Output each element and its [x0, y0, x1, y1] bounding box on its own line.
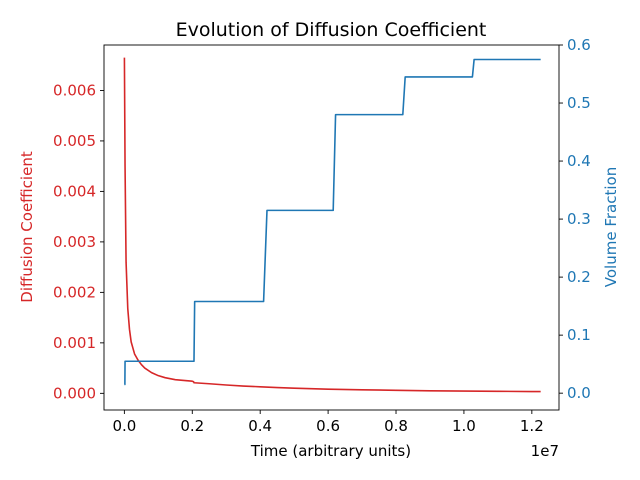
x-tick-label: 1.0 — [452, 417, 476, 435]
y-left-axis-label: Diffusion Coefficient — [18, 151, 36, 303]
x-tick-label: 0.6 — [316, 417, 340, 435]
series-layer — [123, 57, 541, 393]
x-tick-label: 1.2 — [520, 417, 544, 435]
chart-title: Evolution of Diffusion Coefficient — [176, 19, 487, 41]
y-left-tick-label: 0.006 — [53, 81, 96, 99]
x-axis-label: Time (arbitrary units) — [250, 442, 411, 460]
axes-layer: 0.0 0.2 0.4 0.6 0.8 1.0 1.20.0000.0010.0020.00… — [53, 36, 591, 435]
x-tick-label: 0.0 — [112, 417, 136, 435]
y-left-tick-label: 0.003 — [53, 233, 96, 251]
y-right-tick-label: 0.6 — [567, 36, 591, 54]
y-right-axis-label: Volume Fraction — [602, 167, 620, 287]
y-right-tick-label: 0.5 — [567, 94, 591, 112]
y-left-tick-label: 0.002 — [53, 283, 96, 301]
y-right-tick-label: 0.0 — [567, 384, 591, 402]
y-right-tick-label: 0.1 — [567, 326, 591, 344]
x-tick-label: 0.2 — [180, 417, 204, 435]
x-axis-offset-label: 1e7 — [531, 442, 559, 460]
series-line-left — [123, 57, 541, 393]
series-line-right — [124, 58, 541, 386]
plot-frame — [103, 44, 560, 411]
y-left-tick-label: 0.000 — [53, 384, 96, 402]
x-tick-label: 0.8 — [384, 417, 408, 435]
y-left-tick-label: 0.001 — [53, 334, 96, 352]
x-tick-label: 0.4 — [248, 417, 272, 435]
y-left-tick-label: 0.004 — [53, 182, 96, 200]
y-right-tick-label: 0.3 — [567, 210, 591, 228]
y-left-tick-label: 0.005 — [53, 132, 96, 150]
y-right-tick-label: 0.4 — [567, 152, 591, 170]
y-right-tick-label: 0.2 — [567, 268, 591, 286]
